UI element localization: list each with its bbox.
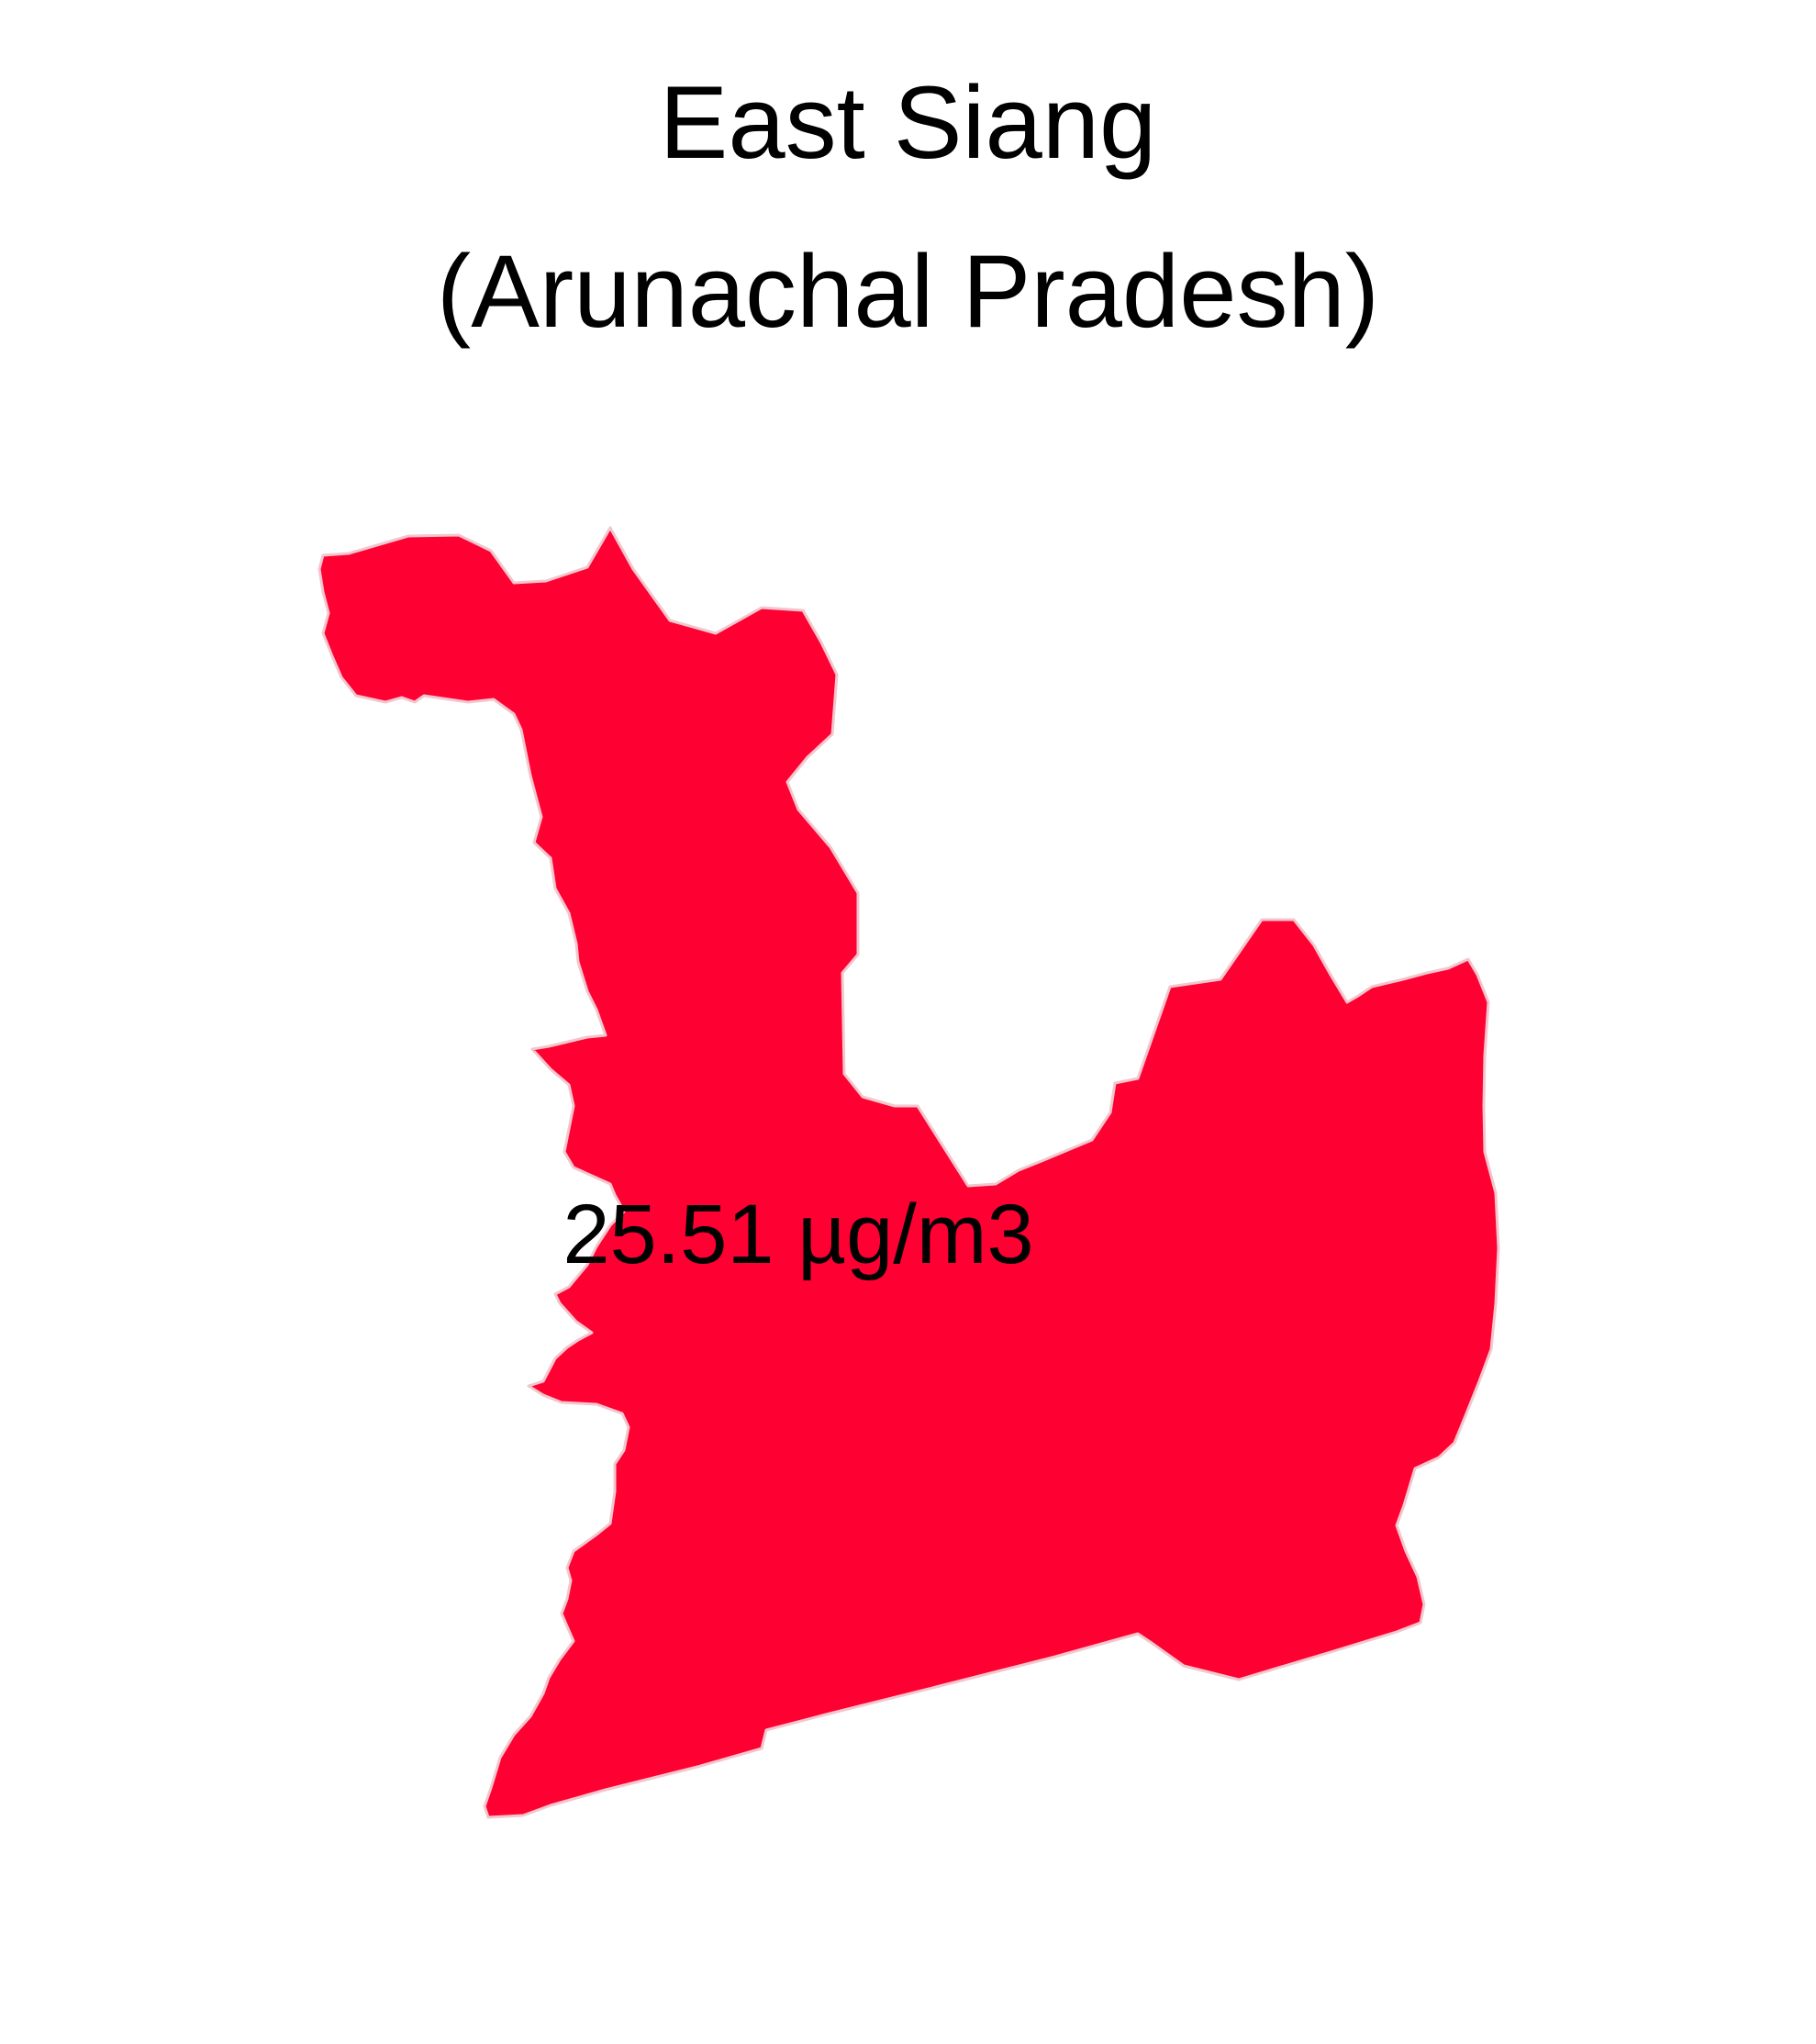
- district-boundary-shape: [318, 526, 1500, 1819]
- map-title-district: East Siang: [659, 65, 1157, 180]
- district-value-label: 25.51 µg/m3: [563, 1188, 1033, 1281]
- map-title-state: (Arunachal Pradesh): [436, 234, 1380, 349]
